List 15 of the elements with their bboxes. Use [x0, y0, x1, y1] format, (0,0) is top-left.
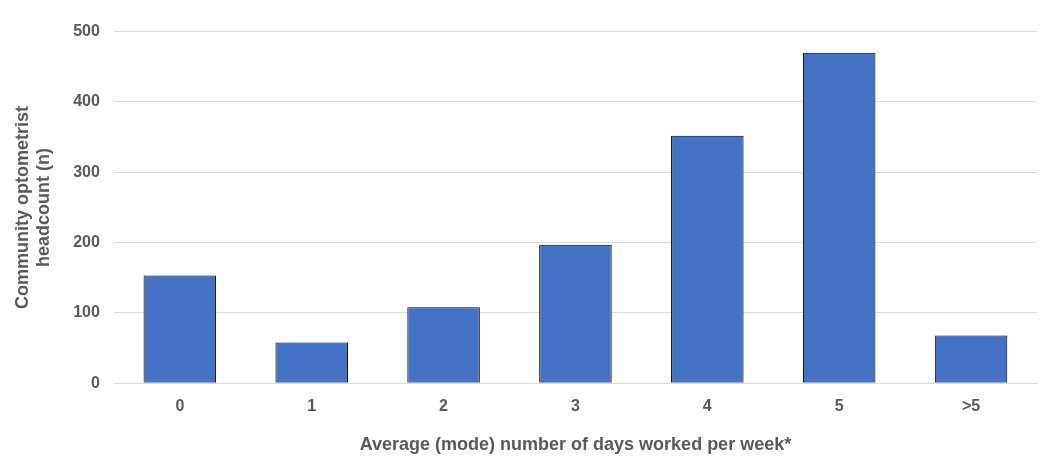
- x-axis-title: Average (mode) number of days worked per week*: [359, 434, 792, 455]
- x-tick-label: 3: [570, 397, 580, 415]
- x-tick-label: 2: [439, 397, 449, 415]
- x-tick-label: 5: [834, 397, 844, 415]
- x-tick-label: 1: [307, 397, 317, 415]
- y-tick-label: 400: [73, 92, 100, 110]
- y-axis-title: Community optometrist headcount (n): [11, 105, 54, 309]
- y-tick-label: 500: [73, 22, 100, 40]
- y-tick-label: 200: [73, 232, 100, 250]
- x-tick-label: >5: [961, 397, 981, 415]
- x-tick-label: 4: [702, 397, 712, 415]
- y-tick-label: 100: [73, 303, 100, 321]
- y-tick-label: 300: [73, 162, 100, 180]
- y-tick-label: 0: [90, 373, 100, 391]
- x-tick-label: 0: [175, 397, 185, 415]
